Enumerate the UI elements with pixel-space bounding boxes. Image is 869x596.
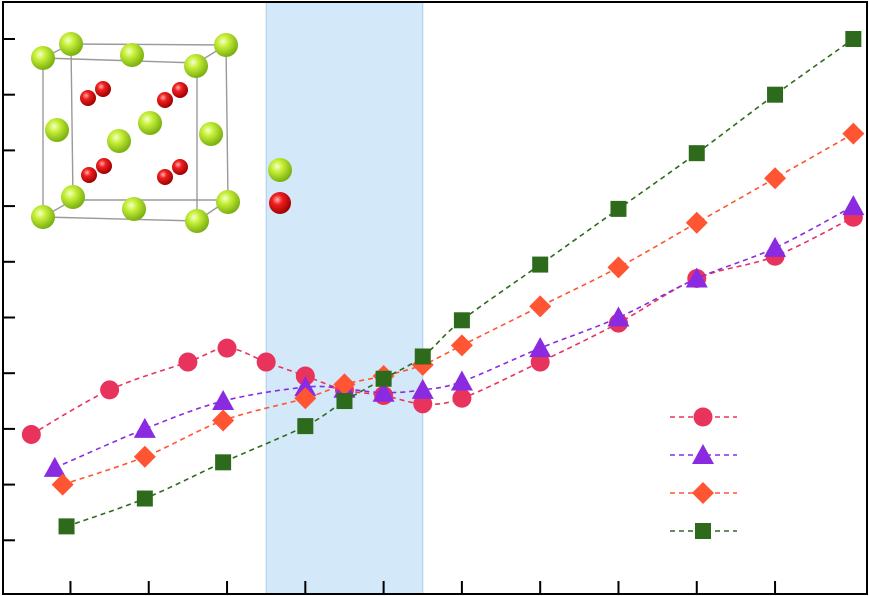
data-point <box>21 424 41 444</box>
data-point <box>297 418 314 435</box>
legend-marker <box>692 444 714 464</box>
oxygen-atom <box>172 159 188 175</box>
data-point <box>842 122 865 145</box>
calcium-atom <box>216 190 240 214</box>
cell-edge <box>70 43 227 46</box>
data-point <box>212 409 235 432</box>
calcium-atom <box>199 122 223 146</box>
data-point <box>51 473 74 496</box>
data-point <box>333 373 356 396</box>
cell-edge <box>70 43 74 201</box>
oxygen-key-atom <box>269 192 291 214</box>
data-point <box>529 337 552 358</box>
calcium-atom <box>31 46 55 70</box>
data-point <box>43 456 66 477</box>
oxygen-atom <box>80 90 96 106</box>
oxygen-atom <box>172 82 188 98</box>
data-point <box>610 200 627 217</box>
data-point <box>452 388 472 408</box>
legend-entry-2 <box>670 444 737 464</box>
data-point <box>212 390 235 411</box>
data-point <box>58 518 75 535</box>
data-point <box>530 352 550 372</box>
data-point <box>607 306 630 327</box>
data-point <box>842 195 865 216</box>
legend-marker <box>695 523 711 539</box>
legend-marker <box>692 482 714 504</box>
calcium-atom <box>45 118 69 142</box>
data-point <box>529 295 552 318</box>
calcium-atom <box>138 111 162 135</box>
oxygen-atom <box>96 158 112 174</box>
calcium-atom <box>61 185 85 209</box>
legend-entry-4 <box>670 523 737 539</box>
oxygen-atom <box>95 81 111 97</box>
legend <box>670 407 737 539</box>
calcium-atom <box>184 54 208 78</box>
data-point <box>294 387 317 410</box>
data-point <box>532 256 549 273</box>
calcium-atom <box>214 33 238 57</box>
series-3 <box>51 122 865 496</box>
data-point <box>256 352 276 372</box>
calcium-atom <box>59 32 83 56</box>
data-point <box>764 236 787 257</box>
cell-edge <box>225 44 229 201</box>
legend-entry-3 <box>670 482 737 504</box>
data-point <box>178 352 198 372</box>
cell-edge <box>42 57 198 64</box>
calcium-atom <box>107 129 131 153</box>
data-point <box>411 378 434 399</box>
calcium-atom <box>122 197 146 221</box>
data-point <box>133 445 156 468</box>
data-point <box>767 86 784 103</box>
data-point <box>453 312 470 329</box>
data-point <box>217 338 237 358</box>
calcium-atom <box>120 43 144 67</box>
data-point <box>295 366 315 386</box>
data-point <box>413 394 433 414</box>
crystal-structure-inset <box>31 32 292 233</box>
data-point <box>133 417 156 438</box>
oxygen-atom <box>157 92 173 108</box>
data-point <box>375 370 392 387</box>
data-point <box>336 393 353 410</box>
axis-ticks <box>3 37 777 594</box>
series-1 <box>21 207 863 444</box>
calcium-atom <box>185 209 209 233</box>
series-line <box>30 216 854 436</box>
data-point <box>414 348 431 365</box>
data-point <box>450 334 473 357</box>
data-point <box>685 267 708 288</box>
series-4 <box>58 30 862 535</box>
legend-marker <box>693 407 713 427</box>
data-point <box>372 381 395 402</box>
series-2 <box>43 195 865 477</box>
data-point <box>136 490 153 507</box>
series-layer <box>21 30 865 535</box>
legend-entry-1 <box>670 407 737 427</box>
calcium-key-atom <box>268 158 292 182</box>
data-point <box>100 380 120 400</box>
highlight-band <box>265 1 424 595</box>
data-point <box>764 167 787 190</box>
series-line <box>54 205 854 469</box>
oxygen-atom <box>81 167 97 183</box>
data-point <box>845 30 862 47</box>
series-line <box>62 132 854 486</box>
data-point <box>450 370 473 391</box>
oxygen-atom <box>157 169 173 185</box>
calcium-atom <box>31 205 55 229</box>
cell-edge <box>42 216 198 222</box>
data-point <box>688 145 705 162</box>
data-point <box>215 454 232 471</box>
data-point <box>294 376 317 397</box>
data-point <box>607 256 630 279</box>
data-point <box>685 211 708 234</box>
series-line <box>66 38 854 528</box>
